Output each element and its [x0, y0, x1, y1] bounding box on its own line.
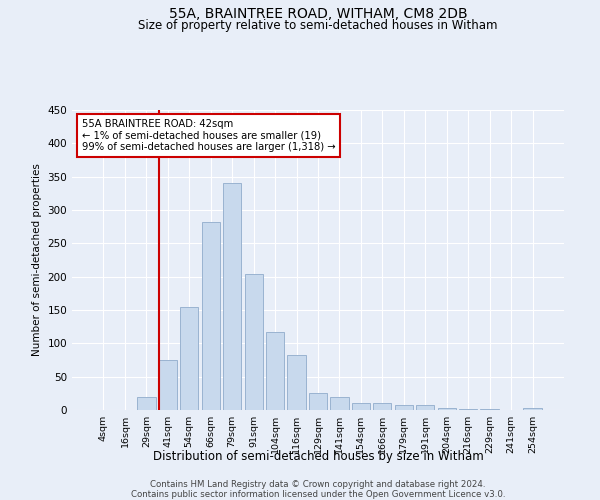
Y-axis label: Number of semi-detached properties: Number of semi-detached properties — [32, 164, 42, 356]
Text: Distribution of semi-detached houses by size in Witham: Distribution of semi-detached houses by … — [152, 450, 484, 463]
Bar — [352, 402, 370, 410]
Bar — [180, 306, 199, 410]
Bar — [523, 408, 542, 410]
Bar — [331, 396, 349, 410]
Bar — [287, 354, 305, 410]
Bar — [395, 406, 413, 410]
Bar — [159, 360, 177, 410]
Bar — [309, 394, 327, 410]
Bar — [266, 332, 284, 410]
Text: 55A, BRAINTREE ROAD, WITHAM, CM8 2DB: 55A, BRAINTREE ROAD, WITHAM, CM8 2DB — [169, 8, 467, 22]
Text: Size of property relative to semi-detached houses in Witham: Size of property relative to semi-detach… — [138, 18, 498, 32]
Bar — [223, 184, 241, 410]
Bar — [459, 408, 477, 410]
Bar — [373, 402, 391, 410]
Text: 55A BRAINTREE ROAD: 42sqm
← 1% of semi-detached houses are smaller (19)
99% of s: 55A BRAINTREE ROAD: 42sqm ← 1% of semi-d… — [82, 119, 335, 152]
Bar — [245, 274, 263, 410]
Bar — [137, 396, 155, 410]
Text: Contains HM Land Registry data © Crown copyright and database right 2024.
Contai: Contains HM Land Registry data © Crown c… — [131, 480, 505, 500]
Bar — [416, 406, 434, 410]
Bar — [437, 408, 456, 410]
Bar — [202, 222, 220, 410]
